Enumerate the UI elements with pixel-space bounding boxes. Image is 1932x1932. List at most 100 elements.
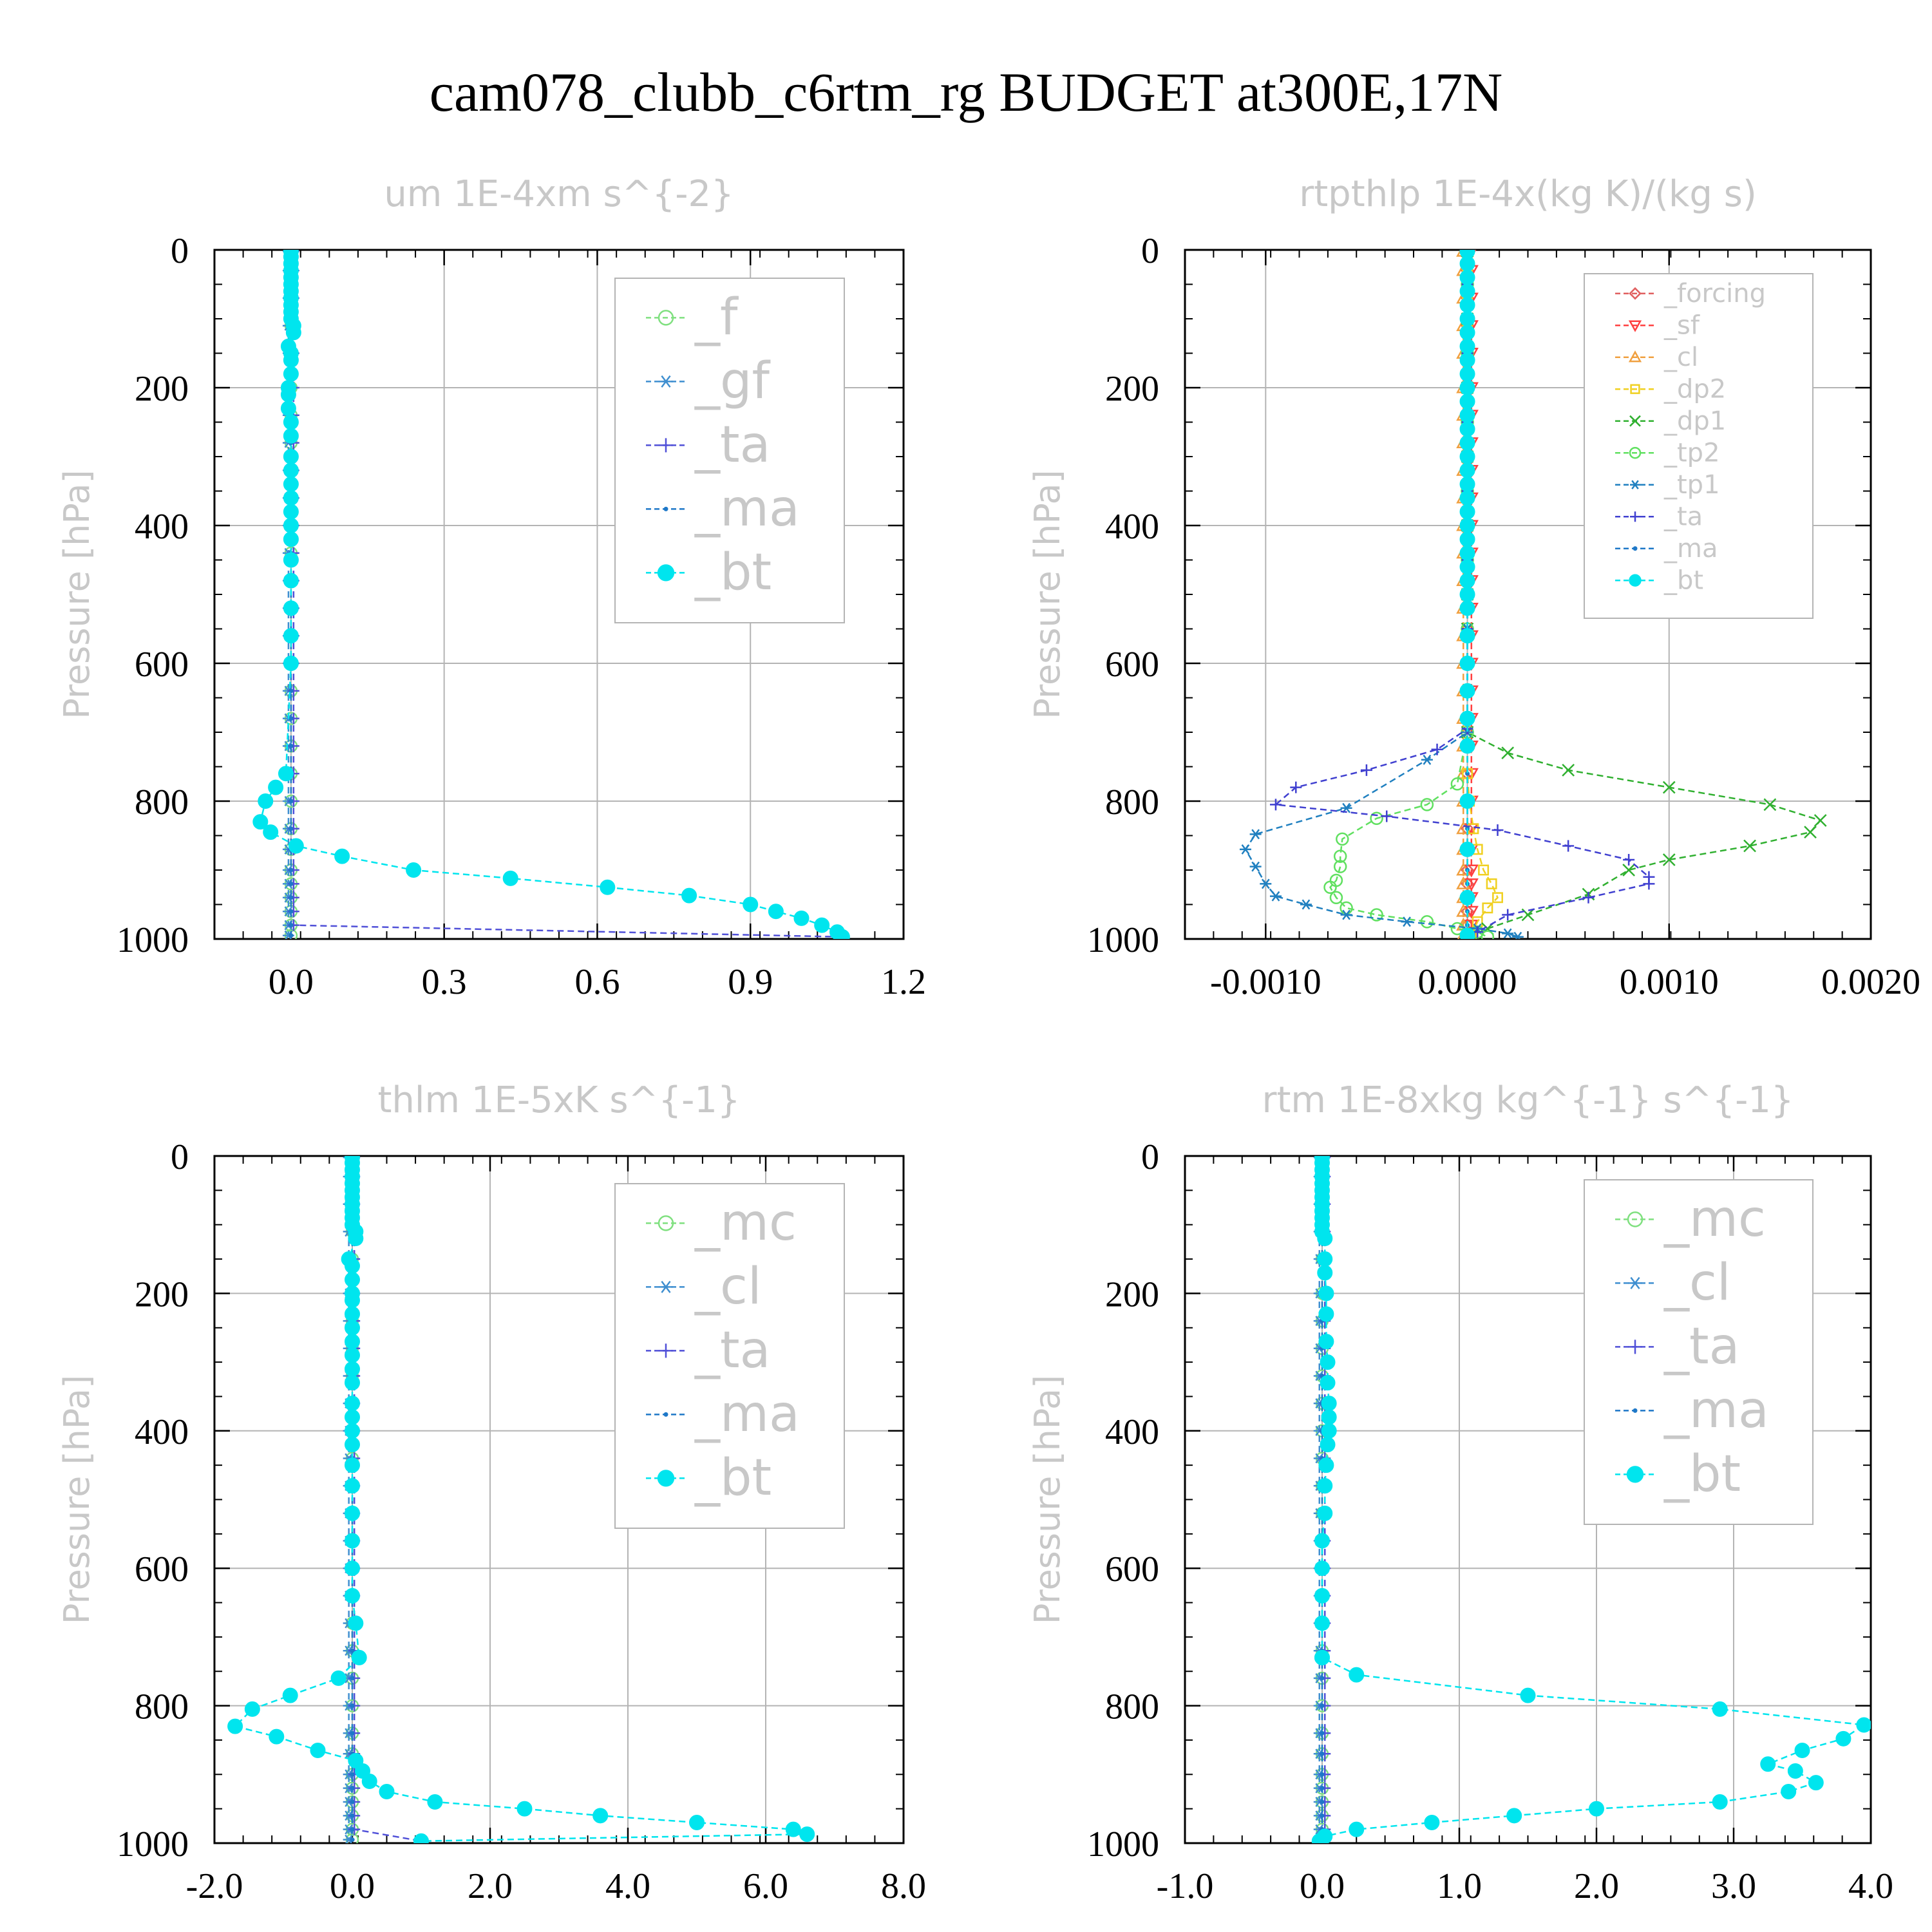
legend-label: _ta xyxy=(1663,1318,1739,1376)
data-point xyxy=(1481,930,1495,939)
data-point xyxy=(345,1505,360,1521)
legend-marker xyxy=(659,375,673,388)
data-point xyxy=(1320,1703,1325,1709)
data-point xyxy=(289,895,294,900)
y-tick-label: 200 xyxy=(1105,1274,1159,1314)
data-point xyxy=(1320,1437,1336,1453)
x-tick-label: 0.3 xyxy=(422,962,467,1002)
data-point xyxy=(263,824,279,840)
legend-marker xyxy=(657,564,675,582)
data-point xyxy=(785,1821,801,1837)
data-point xyxy=(1370,811,1383,825)
data-point xyxy=(1381,810,1393,822)
data-point xyxy=(1317,1265,1333,1281)
legend-box xyxy=(1584,273,1814,619)
data-point xyxy=(1321,1423,1337,1439)
data-point xyxy=(345,1306,360,1322)
data-point xyxy=(227,1718,243,1734)
x-tick-label: 3.0 xyxy=(1711,1866,1756,1906)
series-bt xyxy=(227,1156,815,1843)
data-point xyxy=(350,1772,355,1777)
data-point xyxy=(1300,899,1312,910)
data-point xyxy=(283,366,299,382)
data-point xyxy=(1333,849,1347,863)
data-point xyxy=(1459,531,1475,547)
data-point xyxy=(334,848,350,864)
data-point xyxy=(1340,909,1352,920)
data-point xyxy=(834,929,850,939)
plot-area xyxy=(1311,1156,1871,1843)
y-tick-label: 600 xyxy=(135,645,189,685)
data-point xyxy=(1420,798,1434,811)
legend-label: _ma xyxy=(1663,534,1718,564)
legend-marker xyxy=(1628,1276,1642,1289)
data-point xyxy=(1318,1334,1334,1350)
legend-marker xyxy=(1629,446,1642,459)
data-point xyxy=(1492,824,1504,836)
data-point xyxy=(1317,1478,1333,1494)
data-point xyxy=(345,1347,360,1363)
data-point xyxy=(350,1703,355,1709)
data-point xyxy=(1318,1457,1334,1473)
data-point xyxy=(1314,1533,1330,1549)
x-tick-label: 1.2 xyxy=(881,962,926,1002)
data-point xyxy=(1269,891,1282,902)
data-point xyxy=(348,1231,364,1247)
data-point xyxy=(283,656,299,671)
legend-label: _tp1 xyxy=(1663,470,1720,500)
chart-panel-1: um 1E-4xm s^{-2} Pressure [hPa] 0.0 0.3 0.6 0… xyxy=(57,173,926,1002)
series-line xyxy=(1329,251,1488,938)
legend-marker xyxy=(659,438,673,453)
data-point xyxy=(1314,1560,1330,1577)
legend-marker xyxy=(1626,1466,1644,1483)
data-point xyxy=(1459,325,1475,341)
data-point xyxy=(283,504,299,520)
data-point xyxy=(280,401,296,417)
y-tick-label: 0 xyxy=(171,1137,189,1177)
data-point xyxy=(1814,814,1827,827)
data-point xyxy=(1333,860,1347,873)
data-point xyxy=(350,1786,355,1791)
data-point xyxy=(1450,777,1464,791)
data-point xyxy=(1459,628,1475,644)
data-point xyxy=(1459,407,1475,423)
legend-marker xyxy=(1629,415,1641,427)
x-tick-label: 0.0 xyxy=(330,1866,375,1906)
legend-marker xyxy=(1628,1340,1642,1354)
data-point xyxy=(502,870,518,886)
data-point xyxy=(1314,1587,1330,1604)
plot-frame xyxy=(213,1155,905,1844)
data-point xyxy=(1459,793,1475,809)
data-point xyxy=(345,1258,360,1274)
data-point xyxy=(350,1730,355,1736)
y-tick-label: 1000 xyxy=(1087,920,1159,960)
data-point xyxy=(1459,927,1475,939)
legend-label: _dp2 xyxy=(1663,374,1726,404)
data-point xyxy=(1320,1786,1325,1791)
legend-label: _ma xyxy=(694,480,800,538)
series-tp1 xyxy=(1239,250,1524,939)
data-point xyxy=(1459,738,1475,754)
data-point xyxy=(793,910,810,926)
data-point xyxy=(1763,798,1777,811)
data-point xyxy=(244,1701,260,1717)
data-point xyxy=(1320,1730,1325,1736)
data-point xyxy=(283,428,299,444)
legend-label: _ta xyxy=(694,416,770,474)
legend-label: _forcing xyxy=(1663,279,1766,308)
data-point xyxy=(768,904,784,920)
data-point xyxy=(1589,1801,1604,1817)
data-point xyxy=(1459,476,1475,492)
data-point xyxy=(283,518,299,533)
data-point xyxy=(1459,490,1475,506)
data-point xyxy=(1349,1667,1365,1683)
data-point xyxy=(1239,844,1251,855)
x-tick-label: 2.0 xyxy=(468,1866,513,1906)
legend: _f _gf _ta _ma _bt xyxy=(614,278,845,623)
legend-label: _tp2 xyxy=(1663,438,1720,468)
legend-marker xyxy=(1628,320,1642,332)
data-point xyxy=(1459,338,1475,354)
data-point xyxy=(289,881,294,886)
data-point xyxy=(285,325,301,341)
